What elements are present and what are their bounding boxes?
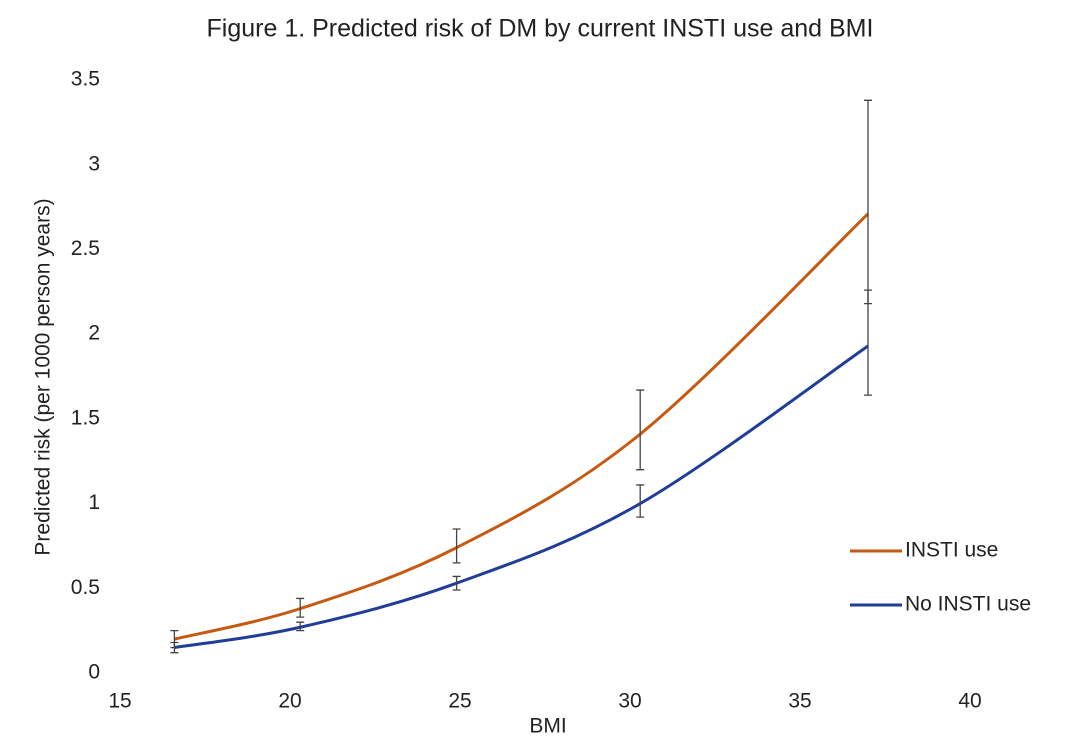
legend-label: No INSTI use: [905, 593, 1031, 616]
y-tick-label: 3.5: [71, 68, 100, 91]
y-tick-label: 1: [88, 491, 100, 514]
error-bar: [296, 597, 305, 618]
error-bar: [864, 289, 872, 396]
y-tick-label: 1.5: [71, 406, 100, 429]
series-line: [174, 344, 869, 650]
y-tick-label: 0.5: [71, 576, 100, 599]
error-bar: [636, 484, 645, 518]
error-bar: [864, 99, 872, 305]
chart-title: Figure 1. Predicted risk of DM by curren…: [207, 15, 874, 43]
error-bar: [452, 528, 461, 564]
y-tick-label: 3: [88, 152, 100, 175]
x-tick-label: 20: [278, 690, 301, 713]
y-tick-label: 0: [88, 661, 100, 684]
legend-label: INSTI use: [905, 539, 998, 562]
y-tick-label: 2.5: [71, 237, 100, 260]
y-tick-label: 2: [88, 322, 100, 345]
x-tick-label: 25: [448, 690, 471, 713]
error-bar: [296, 621, 305, 632]
x-tick-label: 15: [108, 690, 131, 713]
x-axis-label: BMI: [529, 715, 566, 738]
error-bar: [170, 641, 179, 654]
x-tick-label: 40: [958, 690, 981, 713]
error-bar: [636, 389, 645, 471]
series-line: [174, 212, 870, 641]
x-tick-label: 35: [788, 690, 811, 713]
x-tick-label: 30: [618, 690, 641, 713]
error-bar: [452, 575, 461, 591]
y-axis-label: Predicted risk (per 1000 person years): [32, 198, 55, 555]
